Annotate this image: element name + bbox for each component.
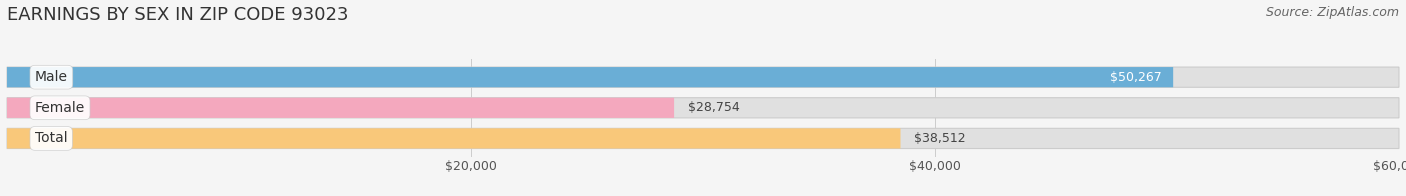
Text: $28,754: $28,754 xyxy=(688,101,740,114)
FancyBboxPatch shape xyxy=(7,128,900,149)
FancyBboxPatch shape xyxy=(7,98,1399,118)
Text: Male: Male xyxy=(35,70,67,84)
FancyBboxPatch shape xyxy=(7,67,1173,87)
Text: Female: Female xyxy=(35,101,86,115)
FancyBboxPatch shape xyxy=(7,67,1399,87)
Text: $50,267: $50,267 xyxy=(1109,71,1161,84)
Text: $38,512: $38,512 xyxy=(914,132,966,145)
FancyBboxPatch shape xyxy=(7,128,1399,149)
Text: Source: ZipAtlas.com: Source: ZipAtlas.com xyxy=(1265,6,1399,19)
FancyBboxPatch shape xyxy=(7,98,673,118)
Text: EARNINGS BY SEX IN ZIP CODE 93023: EARNINGS BY SEX IN ZIP CODE 93023 xyxy=(7,6,349,24)
Text: Total: Total xyxy=(35,132,67,145)
